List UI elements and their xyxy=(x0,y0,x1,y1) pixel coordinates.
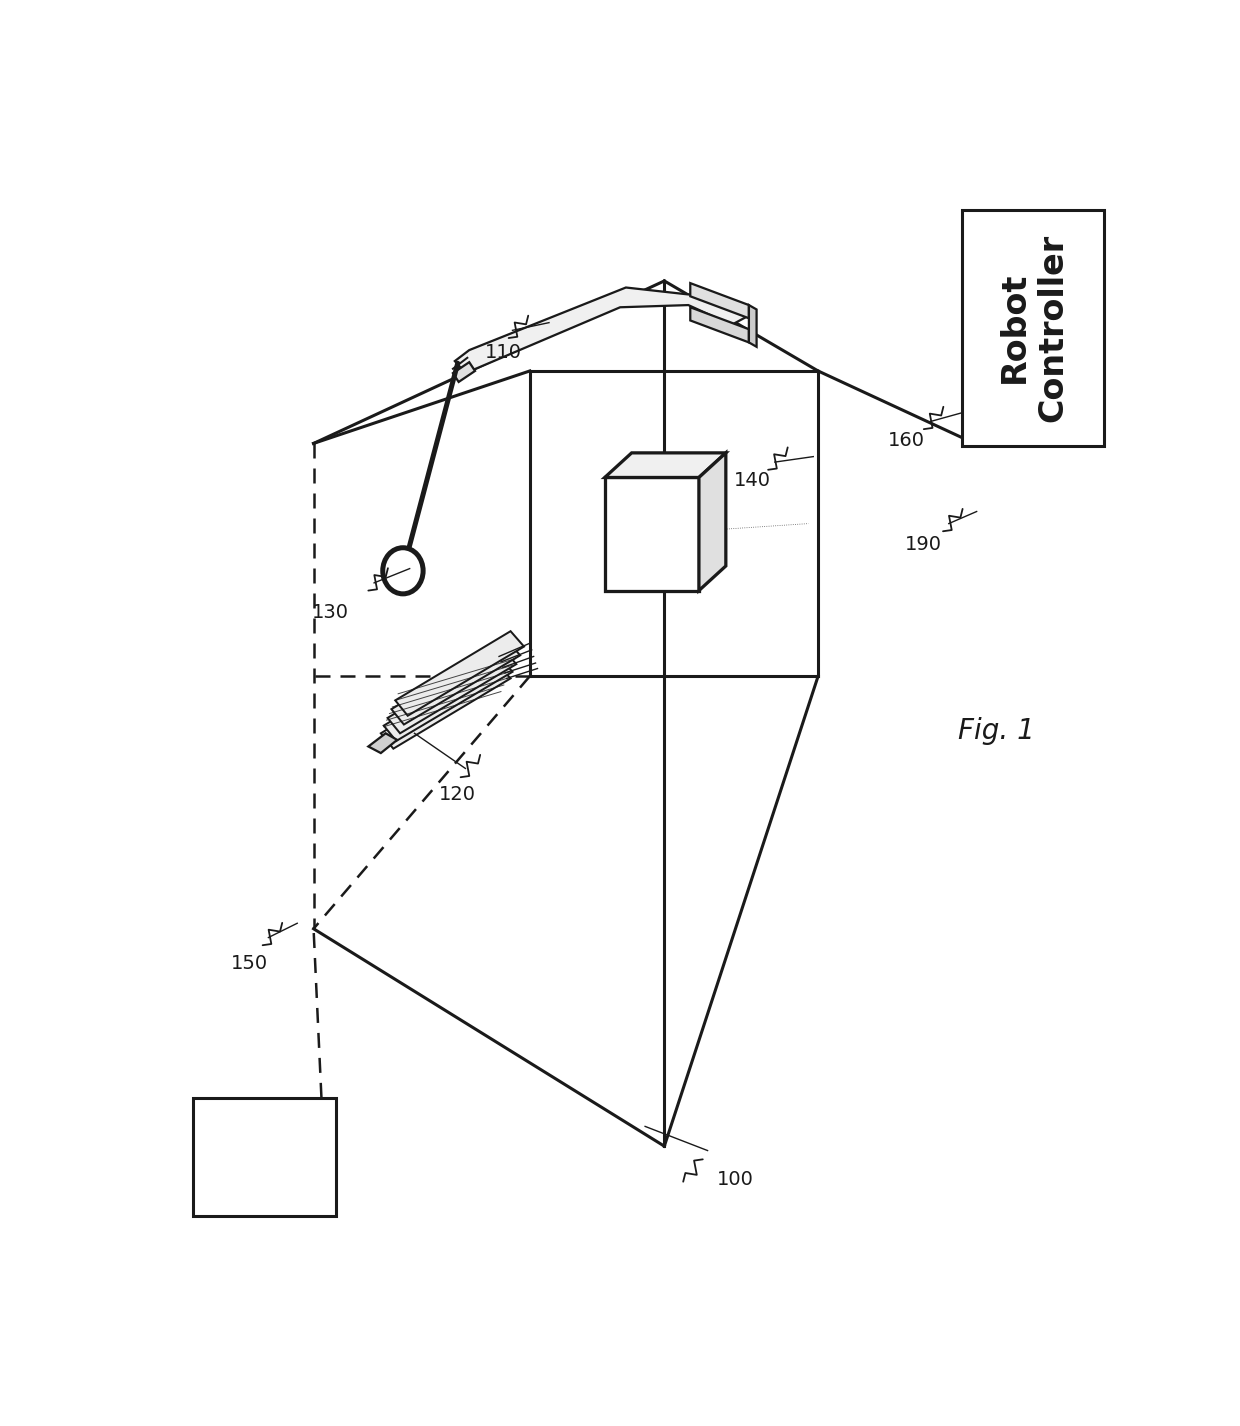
Text: 130: 130 xyxy=(311,603,348,622)
Bar xyxy=(962,210,1105,445)
Polygon shape xyxy=(605,453,725,478)
Text: 150: 150 xyxy=(231,954,268,974)
Polygon shape xyxy=(699,453,725,590)
Polygon shape xyxy=(383,656,512,742)
Polygon shape xyxy=(396,632,525,716)
Text: 160: 160 xyxy=(888,431,925,449)
Text: 140: 140 xyxy=(734,471,771,491)
Polygon shape xyxy=(691,307,749,342)
Polygon shape xyxy=(392,640,521,724)
Text: 120: 120 xyxy=(439,786,476,804)
Bar xyxy=(605,478,699,590)
Polygon shape xyxy=(453,362,475,382)
Text: Fig. 1: Fig. 1 xyxy=(957,717,1034,746)
Polygon shape xyxy=(388,649,516,733)
Text: Robot
Controller: Robot Controller xyxy=(998,234,1069,422)
Polygon shape xyxy=(455,288,748,374)
Polygon shape xyxy=(368,733,397,753)
Text: 110: 110 xyxy=(485,342,522,362)
Text: 190: 190 xyxy=(905,535,942,553)
Bar xyxy=(193,1098,336,1216)
Text: 100: 100 xyxy=(717,1169,754,1189)
Polygon shape xyxy=(381,663,511,749)
Polygon shape xyxy=(749,305,756,347)
Polygon shape xyxy=(691,284,749,318)
Circle shape xyxy=(383,548,423,593)
